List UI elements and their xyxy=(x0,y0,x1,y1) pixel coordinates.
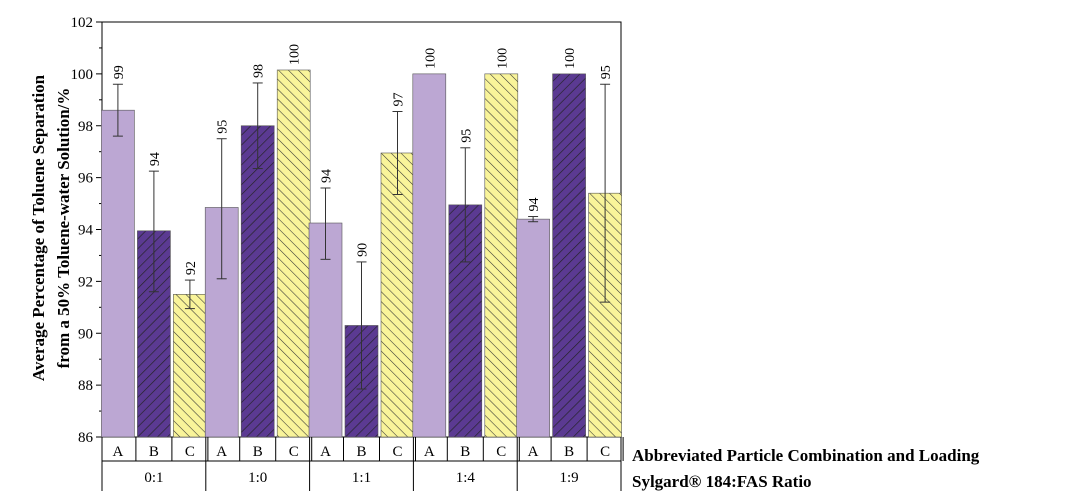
category-label: A xyxy=(320,444,331,460)
data-label: 90 xyxy=(356,243,371,257)
y-tick-label: 92 xyxy=(78,274,93,290)
bars xyxy=(101,69,622,438)
ratio-label: 1:1 xyxy=(352,470,371,486)
data-label: 95 xyxy=(599,65,614,79)
y-tick-label: 102 xyxy=(71,15,94,31)
data-labels: 99 94 92 95 98 100 94 90 97 100 95 100 94 100 95 xyxy=(112,44,614,275)
data-label: 94 xyxy=(527,198,542,212)
category-label: C xyxy=(289,444,299,460)
bar-1-9-B xyxy=(552,73,586,438)
data-label: 92 xyxy=(184,261,199,275)
category-row-title: Abbreviated Particle Combination and Loa… xyxy=(632,446,980,465)
bar-0-1-C xyxy=(173,294,207,438)
category-label: C xyxy=(600,444,610,460)
y-axis: 86 88 90 92 94 96 98 100 102 xyxy=(71,15,102,446)
data-label: 94 xyxy=(148,152,163,166)
bar-1-1-C xyxy=(380,152,415,438)
y-axis-title-line-2: from a 50% Toluene-water Solution/% xyxy=(54,88,73,369)
category-label: A xyxy=(424,444,435,460)
y-tick-label: 96 xyxy=(78,171,94,187)
category-label: B xyxy=(149,444,159,460)
bar-1-9-A xyxy=(516,218,550,438)
y-tick-label: 88 xyxy=(78,378,93,394)
data-label: 95 xyxy=(216,120,231,134)
ratio-label: 1:0 xyxy=(248,470,267,486)
bar-1-4-A xyxy=(412,73,447,438)
category-label: A xyxy=(216,444,227,460)
ratio-label: 0:1 xyxy=(144,470,163,486)
y-tick-label: 86 xyxy=(78,430,94,446)
category-label: B xyxy=(564,444,574,460)
category-label: B xyxy=(253,444,263,460)
data-label: 95 xyxy=(459,129,474,143)
category-label: A xyxy=(528,444,539,460)
data-label: 99 xyxy=(112,65,127,79)
ratio-label: 1:9 xyxy=(560,470,579,486)
category-label: C xyxy=(392,444,402,460)
data-label: 100 xyxy=(288,44,303,65)
data-label: 100 xyxy=(495,48,510,69)
data-label: 97 xyxy=(392,92,407,106)
category-table: A B C 0:1 A B C 1:0 A B C 1:1 A B C 1:4 A B C 1:9 xyxy=(101,437,624,491)
bar-1-0-B xyxy=(240,125,275,438)
y-tick-label: 100 xyxy=(71,67,94,83)
category-label: C xyxy=(496,444,506,460)
category-label: C xyxy=(185,444,195,460)
y-tick-label: 94 xyxy=(78,223,94,239)
data-label: 100 xyxy=(563,48,578,69)
data-label: 100 xyxy=(423,48,438,69)
category-label: B xyxy=(356,444,366,460)
data-label: 98 xyxy=(252,64,267,78)
y-axis-title-line-1: Average Percentage of Toluene Separation xyxy=(29,74,48,381)
y-tick-label: 90 xyxy=(78,326,93,342)
error-bars xyxy=(112,82,611,390)
data-label: 94 xyxy=(320,169,335,183)
bar-0-1-A xyxy=(101,109,135,438)
bar-1-0-C xyxy=(276,69,311,438)
category-label: A xyxy=(112,444,123,460)
y-tick-label: 98 xyxy=(78,119,93,135)
category-label: B xyxy=(460,444,470,460)
ratio-label: 1:4 xyxy=(456,470,476,486)
ratio-row-title: Sylgard® 184:FAS Ratio xyxy=(632,472,812,491)
bar-1-4-C xyxy=(484,73,519,438)
